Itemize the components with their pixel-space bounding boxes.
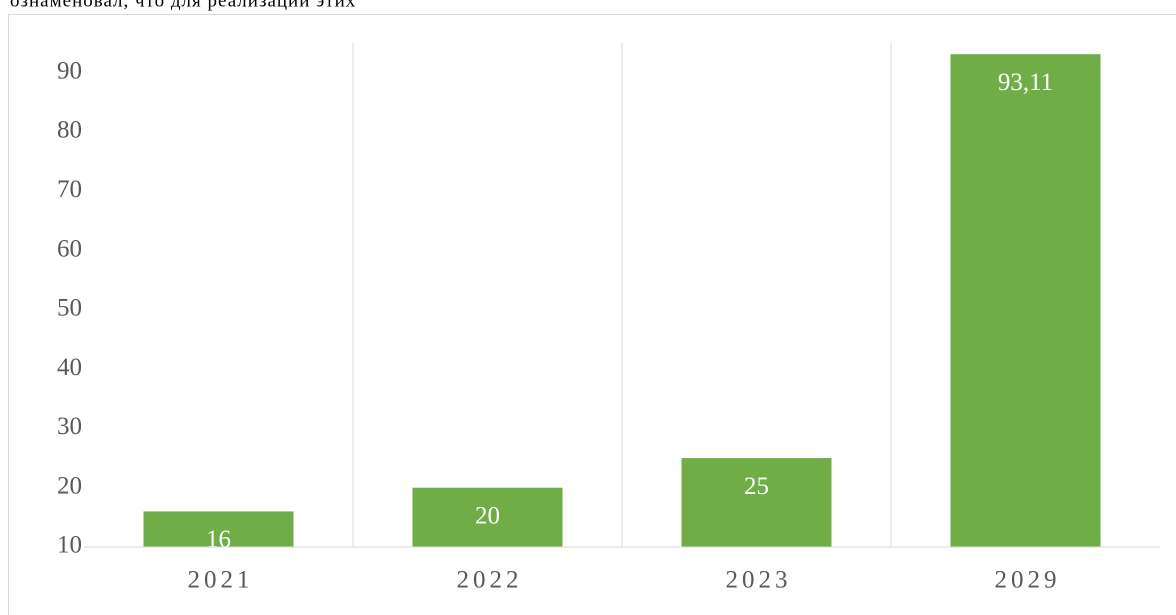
bar	[681, 458, 832, 547]
data-label: 25	[744, 473, 769, 500]
data-label: 93,11	[998, 69, 1053, 96]
y-tick-label: 10	[57, 532, 82, 559]
bar	[143, 511, 294, 547]
y-tick-label: 90	[57, 57, 82, 84]
x-tick-label: 2023	[726, 567, 792, 594]
x-tick-label: 2021	[188, 567, 254, 594]
plot-area: 16 20 25 93,11	[143, 54, 1101, 553]
y-tick-label: 40	[57, 354, 82, 381]
bar	[412, 487, 563, 547]
x-tick-label: 2022	[457, 567, 523, 594]
y-tick-label: 30	[57, 413, 82, 440]
chart-frame	[8, 14, 1176, 615]
y-tick-label: 80	[57, 117, 82, 144]
caption: ознаменовал, что для реализации этих	[10, 0, 356, 11]
x-tick-label: 2029	[995, 567, 1061, 594]
y-tick-label: 20	[57, 472, 82, 499]
y-tick-label: 60	[57, 235, 82, 262]
y-tick-label: 50	[57, 295, 82, 322]
data-label: 20	[475, 502, 500, 529]
data-label: 16	[206, 526, 231, 553]
y-tick-label: 70	[57, 176, 82, 203]
bar	[950, 54, 1101, 547]
